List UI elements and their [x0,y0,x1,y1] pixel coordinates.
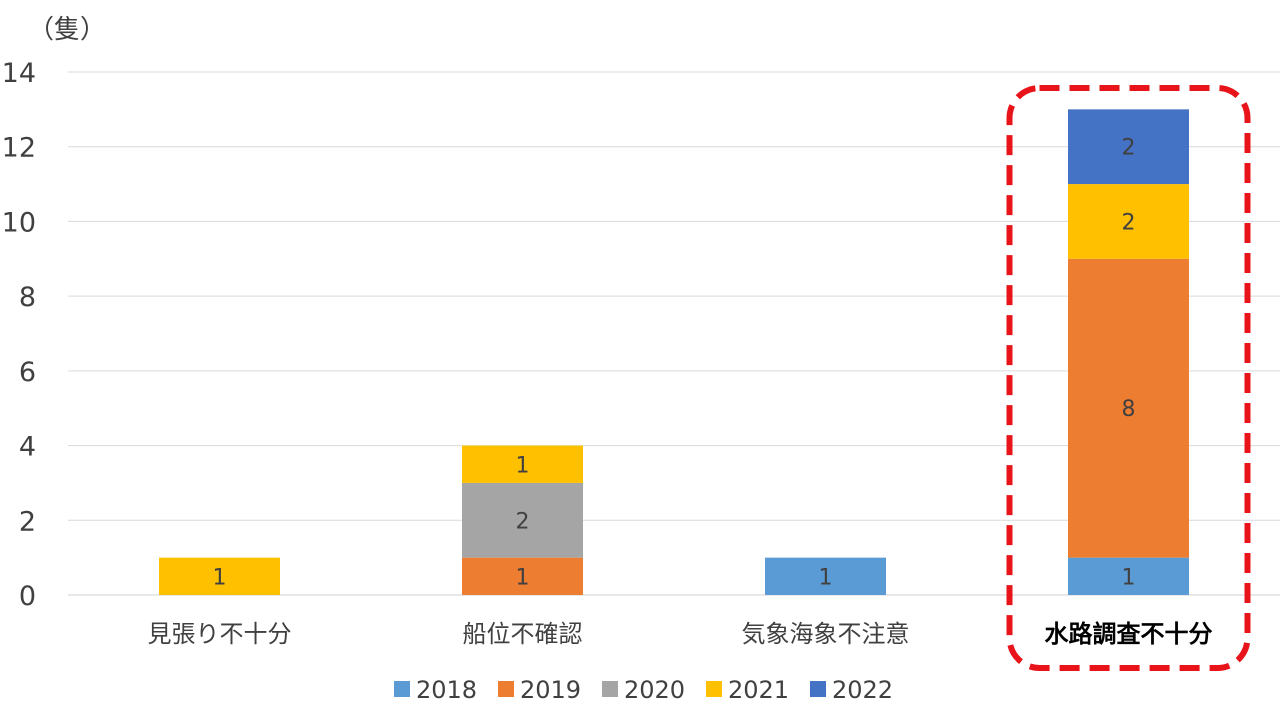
y-tick-label: 14 [2,58,36,89]
category-labels: 見張り不十分 船位不確認 気象海象不注意 水路調査不十分 [148,620,1213,648]
y-axis-unit-label: （隻） [28,15,106,45]
legend-label: 2018 [416,676,477,704]
highlight-dashed-box [1006,85,1251,671]
data-label: 2 [516,509,530,534]
legend-swatch-2022 [810,681,826,697]
legend-swatch-2018 [394,681,410,697]
y-tick-label: 12 [2,133,36,164]
y-tick-label: 8 [19,282,36,313]
y-tick-label: 6 [19,357,36,388]
bars: 1 1 2 1 1 1 8 2 2 [159,109,1189,595]
bar-segment-2020 [462,482,583,558]
y-axis-ticks: 0 2 4 6 8 10 12 14 [2,58,36,612]
legend-swatch-2021 [706,681,722,697]
y-tick-label: 2 [19,506,36,537]
category-label: 見張り不十分 [148,620,292,648]
gridlines [68,71,1280,596]
bar-segment-2019 [462,557,583,595]
data-label: 1 [819,565,833,590]
bar-segment-2021 [159,557,280,595]
y-tick-label: 10 [2,207,36,238]
legend: 2018 2019 2020 2021 2022 [394,676,893,704]
legend-swatch-2020 [602,681,618,697]
category-label: 水路調査不十分 [1045,620,1213,648]
data-label: 1 [1122,565,1136,590]
y-tick-label: 4 [19,432,36,463]
legend-swatch-2019 [498,681,514,697]
legend-label: 2020 [624,676,685,704]
data-label: 1 [213,565,227,590]
legend-label: 2021 [728,676,789,704]
data-label: 1 [516,565,530,590]
category-label: 船位不確認 [463,620,583,648]
bar-segment-2021 [1068,184,1189,259]
category-label: 気象海象不注意 [742,620,910,648]
bar-segment-2021 [462,445,583,483]
data-label: 2 [1122,136,1136,161]
bar-segment-2019 [1068,258,1189,558]
bar-segment-2022 [1068,109,1189,185]
data-label: 1 [516,453,530,478]
data-label: 2 [1122,210,1136,235]
legend-label: 2022 [832,676,893,704]
y-tick-label: 0 [19,581,36,612]
data-label: 8 [1122,397,1136,422]
highlight-box [1006,85,1251,671]
bar-segment-2018 [1068,557,1189,595]
bar-segment-2018 [765,557,886,595]
legend-label: 2019 [520,676,581,704]
